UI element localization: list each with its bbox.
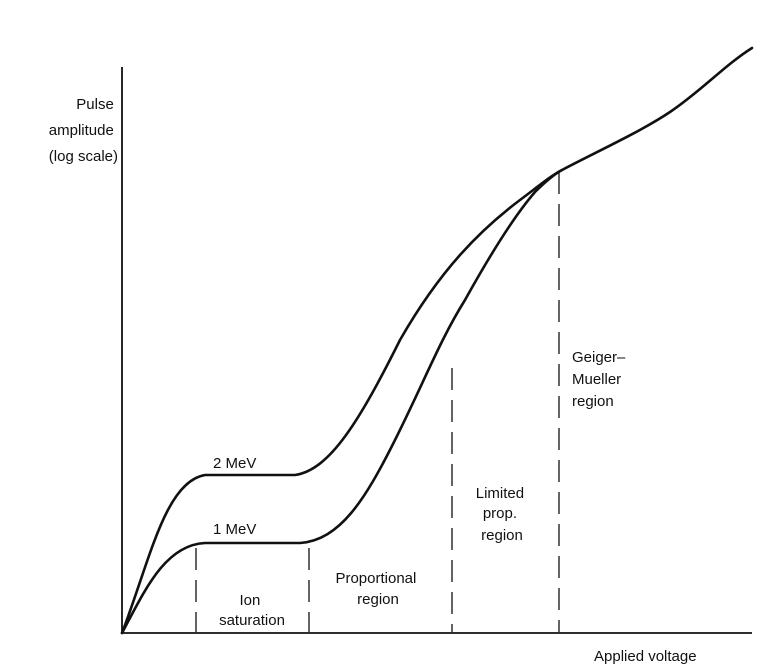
region-geiger-line-1: Geiger–: [572, 349, 626, 366]
curve-label-2mev: 2 MeV: [213, 455, 256, 472]
curve-1mev: [120, 168, 564, 635]
region-label-geiger-mueller: Geiger– Mueller region: [572, 349, 630, 410]
region-proportional-line-2: region: [357, 591, 399, 608]
region-label-ion-saturation: Ion saturation: [219, 592, 285, 629]
region-ion-line-2: saturation: [219, 612, 285, 629]
region-limited-line-3: region: [481, 527, 523, 544]
region-limited-line-2: prop.: [483, 505, 517, 522]
curve-label-1mev: 1 MeV: [213, 521, 256, 538]
curve-2mev: [120, 46, 754, 635]
x-axis-label: Applied voltage: [594, 648, 697, 665]
y-axis-label-line-2: amplitude: [49, 122, 114, 139]
region-label-proportional: Proportional region: [335, 570, 420, 608]
region-proportional-line-1: Proportional: [335, 570, 416, 587]
region-ion-line-1: Ion: [239, 592, 260, 609]
y-axis-label-line-3: (log scale): [49, 148, 118, 165]
region-limited-line-1: Limited: [476, 485, 524, 502]
y-axis-label: Pulse amplitude (log scale): [49, 96, 118, 165]
region-label-limited-prop: Limited prop. region: [476, 485, 529, 544]
region-geiger-line-2: Mueller: [572, 371, 621, 388]
y-axis-label-line-1: Pulse: [76, 96, 114, 113]
region-geiger-line-3: region: [572, 393, 614, 410]
